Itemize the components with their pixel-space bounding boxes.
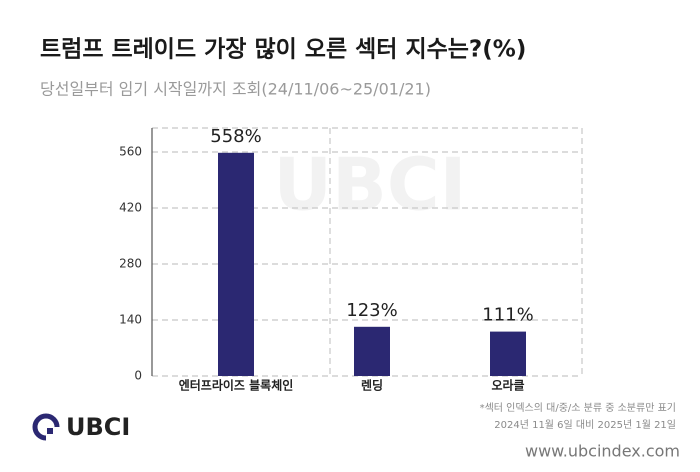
bar	[354, 326, 390, 376]
x-tick-label: 렌딩	[361, 378, 383, 393]
value-label: 111%	[482, 305, 533, 326]
y-tick-label: 280	[119, 257, 142, 271]
brand: UBCI	[66, 413, 130, 441]
chart-subtitle: 당선일부터 임기 시작일까지 조회(24/11/06~25/01/21)	[40, 80, 431, 99]
value-label: 123%	[346, 300, 397, 321]
logo-icon	[32, 413, 60, 441]
watermark: UBCI	[274, 143, 467, 227]
x-tick-label: 엔터프라이즈 블록체인	[179, 378, 294, 393]
chart-title: 트럼프 트레이드 가장 많이 오른 섹터 지수는?(%)	[40, 37, 526, 63]
y-tick-label: 560	[119, 145, 142, 159]
y-tick-label: 140	[119, 313, 142, 327]
website: www.ubcindex.com	[525, 442, 680, 461]
footnote: 2024년 11월 6일 대비 2025년 1월 21일	[494, 419, 676, 431]
bar	[490, 331, 526, 376]
footnote: *섹터 인덱스의 대/중/소 분류 중 소분류만 표기	[480, 402, 676, 414]
y-tick-label: 420	[119, 201, 142, 215]
y-tick-label: 0	[134, 369, 142, 383]
logo-square	[47, 428, 53, 434]
x-tick-label: 오라클	[491, 378, 524, 393]
value-label: 558%	[210, 126, 261, 147]
bar	[218, 152, 254, 376]
